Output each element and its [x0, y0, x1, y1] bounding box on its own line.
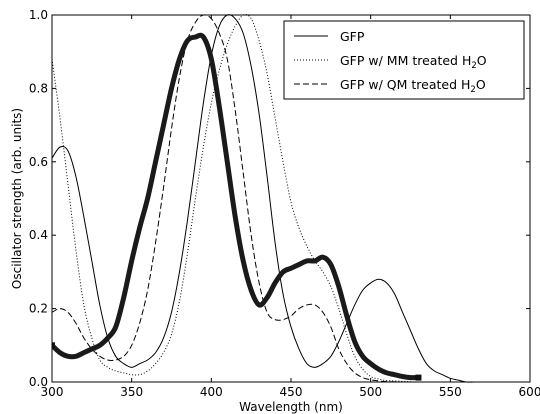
series-line-1 [52, 14, 530, 383]
series-start-marker [52, 342, 55, 349]
series-line-2 [52, 14, 530, 383]
x-tick-label: 300 [41, 385, 64, 399]
y-tick-label: 0.4 [29, 228, 48, 242]
y-tick-label: 0.0 [29, 375, 48, 389]
y-tick-label: 1.0 [29, 8, 48, 22]
plot-layer [52, 14, 530, 383]
x-tick-label: 500 [359, 385, 382, 399]
y-tick-label: 0.2 [29, 302, 48, 316]
x-tick-label: 550 [439, 385, 462, 399]
x-tick-label: 450 [280, 385, 303, 399]
series-line-3 [52, 14, 530, 383]
x-tick-label: 600 [519, 385, 540, 399]
legend-label-2: GFP w/ MM treated H2O [340, 53, 487, 71]
series-line-4 [52, 32, 421, 381]
y-axis-label: Oscillator strength (arb. units) [10, 108, 24, 289]
legend-label-3: GFP w/ QM treated H2O [340, 77, 486, 95]
y-tick-label: 0.6 [29, 155, 48, 169]
legend: GFP GFP w/ MM treated H2O GFP w/ QM treate… [283, 20, 525, 100]
y-tick-label: 0.8 [29, 81, 48, 95]
x-tick-label: 400 [200, 385, 223, 399]
x-axis-label: Wavelength (nm) [239, 400, 343, 414]
series-end-marker [415, 374, 422, 381]
legend-label-1: GFP [340, 29, 365, 44]
ticks-layer: 300 350 400 450 500 550 600 0.0 0.2 0.4 0.6 0.8 1.0 [29, 8, 540, 399]
x-tick-label: 350 [120, 385, 143, 399]
